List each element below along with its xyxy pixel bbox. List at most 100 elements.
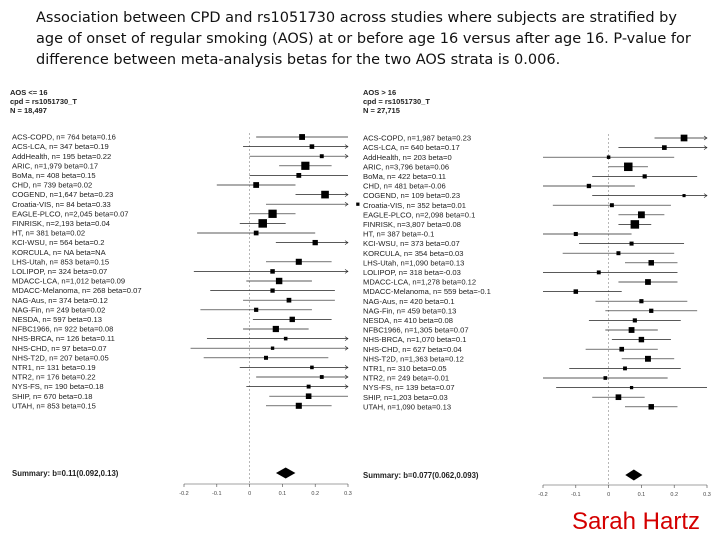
effect-marker	[596, 270, 601, 275]
study-label: MDACC-Melanoma, n= 268 beta=0.07	[12, 286, 142, 295]
ci-arrow	[344, 269, 349, 274]
study-label: HT, n= 381 beta=0.02	[12, 229, 85, 238]
study-label: ARIC, n=3,796 beta=0.06	[363, 162, 449, 171]
study-label: HT, n= 387 beta=-0.1	[363, 230, 434, 239]
study-label: FINRISK, n=3,807 beta=0.08	[363, 220, 461, 229]
effect-marker	[286, 297, 292, 303]
author-signature: Sarah Hartz	[571, 508, 700, 535]
effect-marker	[312, 239, 318, 246]
header-line-stratum: AOS <= 16	[10, 88, 48, 97]
effect-marker	[356, 202, 360, 206]
effect-marker	[573, 289, 579, 294]
effect-marker	[629, 241, 634, 246]
study-label: NAG-Aus, n= 420 beta=0.1	[363, 297, 455, 306]
study-label: NFBC1966, n=1,305 beta=0.07	[363, 326, 469, 335]
ci-arrow	[703, 145, 708, 150]
x-tick-label: -0.2	[179, 491, 188, 497]
study-label: NTR1, n= 131 beta=0.19	[12, 363, 96, 372]
study-label: BoMa, n= 408 beta=0.15	[12, 171, 96, 180]
study-label: Croatia-VIS, n= 352 beta=0.01	[363, 201, 466, 210]
forest-plot-aos-gt-16: AOS > 16 cpd = rs1051730_T N = 27,715 AC…	[361, 86, 717, 498]
study-label: MDACC-LCA, n=1,012 beta=0.09	[12, 277, 125, 286]
effect-marker	[275, 277, 283, 285]
effect-marker	[306, 384, 311, 389]
effect-marker	[310, 365, 314, 370]
study-label: NTR2, n= 249 beta=-0.01	[363, 374, 449, 383]
study-label: AddHealth, n= 195 beta=0.22	[12, 152, 111, 161]
effect-marker	[615, 394, 622, 401]
study-label: NFBC1966, n= 922 beta=0.08	[12, 325, 113, 334]
effect-marker	[638, 336, 645, 343]
ci-arrow	[344, 201, 349, 207]
study-label: KORCULA, n= 354 beta=0.03	[363, 249, 463, 258]
effect-marker	[296, 172, 302, 178]
effect-marker	[624, 162, 633, 172]
study-label: SHIP, n= 670 beta=0.18	[12, 392, 93, 401]
effect-marker	[299, 134, 305, 140]
study-label: EAGLE-PLCO, n=2,098 beta=0.1	[363, 210, 475, 219]
effect-marker	[270, 269, 275, 274]
effect-marker	[619, 346, 625, 352]
study-label: NHS-CHD, n= 627 beta=0.04	[363, 345, 462, 354]
ci-arrow	[344, 374, 349, 380]
x-tick-label: 0.1	[638, 492, 646, 498]
study-label: COGEND, n= 109 beta=0.23	[363, 191, 460, 200]
ci-arrow	[344, 153, 349, 159]
effect-marker	[270, 288, 275, 293]
x-tick-label: 0.1	[279, 491, 287, 497]
study-label: FINRISK, n=2,193 beta=0.04	[12, 219, 110, 228]
effect-marker	[573, 231, 578, 237]
effect-marker	[616, 251, 621, 256]
effect-marker	[295, 258, 302, 265]
effect-marker	[645, 355, 651, 362]
study-label: ACS-LCA, n= 347 beta=0.19	[12, 142, 109, 151]
effect-marker	[628, 327, 635, 333]
effect-marker	[630, 220, 640, 229]
effect-marker	[642, 174, 647, 179]
x-tick-label: -0.2	[538, 492, 547, 498]
study-label: ACS-LCA, n= 640 beta=0.17	[363, 143, 460, 152]
effect-marker	[268, 209, 277, 218]
study-label: NHS-T2D, n=1,363 beta=0.12	[363, 354, 464, 363]
header-line-model: cpd = rs1051730_T	[363, 97, 430, 106]
effect-marker	[682, 194, 686, 198]
effect-marker	[272, 325, 279, 333]
study-label: NYS-FS, n= 139 beta=0.07	[363, 383, 455, 392]
header-line-model: cpd = rs1051730_T	[10, 97, 77, 106]
effect-marker	[264, 355, 268, 360]
study-label: NHS-BRCA, n=1,070 beta=0.1	[363, 335, 466, 344]
study-label: KORCULA, n= NA beta=NA	[12, 248, 107, 257]
study-label: KCI-WSU, n= 564 beta=0.2	[12, 238, 104, 247]
effect-marker	[295, 402, 302, 409]
study-label: LHS-Utah, n= 853 beta=0.15	[12, 257, 109, 266]
x-tick-label: 0.3	[344, 491, 352, 497]
study-label: NTR1, n= 310 beta=0.05	[363, 364, 447, 373]
study-label: NESDA, n= 597 beta=0.13	[12, 315, 102, 324]
effect-marker	[648, 260, 654, 266]
summary-label: Summary: b=0.11(0.092,0.13)	[12, 469, 119, 478]
effect-marker	[586, 183, 592, 189]
x-tick-label: 0	[607, 492, 610, 498]
effect-marker	[289, 316, 295, 323]
study-label: UTAH, n= 853 beta=0.15	[12, 401, 96, 410]
x-tick-label: 0.2	[670, 492, 678, 498]
effect-marker	[301, 161, 310, 170]
study-label: BoMa, n= 422 beta=0.11	[363, 172, 446, 181]
study-label: ACS-COPD, n= 764 beta=0.16	[12, 133, 116, 142]
effect-marker	[662, 145, 667, 150]
study-label: LOLIPOP, n= 318 beta=-0.03	[363, 268, 461, 277]
effect-marker	[639, 299, 644, 304]
summary-diamond	[625, 469, 643, 481]
ci-arrow	[703, 193, 708, 198]
study-label: CHD, n= 739 beta=0.02	[12, 181, 92, 190]
effect-marker	[632, 318, 637, 323]
ci-arrow	[344, 336, 349, 341]
study-label: NESDA, n= 410 beta=0.08	[363, 316, 453, 325]
effect-marker	[629, 385, 634, 390]
study-label: AddHealth, n= 203 beta=0	[363, 153, 452, 162]
summary-label: Summary: b=0.077(0.062,0.093)	[363, 471, 479, 480]
study-label: NHS-T2D, n= 207 beta=0.05	[12, 353, 109, 362]
study-label: ARIC, n=1,979 beta=0.17	[12, 161, 98, 170]
